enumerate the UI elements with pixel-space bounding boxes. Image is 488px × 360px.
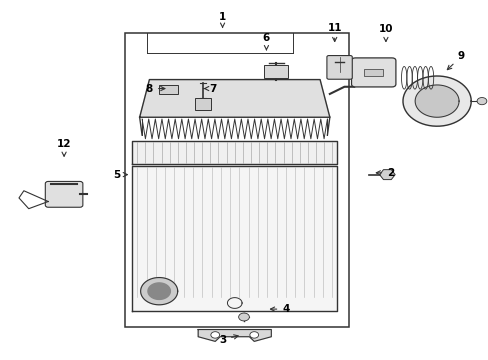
Text: 12: 12	[57, 139, 71, 156]
Text: 4: 4	[270, 304, 289, 314]
Polygon shape	[141, 278, 177, 305]
Text: 9: 9	[447, 51, 464, 69]
FancyBboxPatch shape	[45, 181, 82, 207]
Text: 6: 6	[262, 33, 269, 50]
Polygon shape	[402, 76, 470, 126]
Text: 5: 5	[113, 170, 127, 180]
Text: 1: 1	[219, 12, 226, 28]
Bar	[159, 85, 177, 94]
Polygon shape	[132, 166, 336, 311]
Text: 3: 3	[219, 334, 238, 345]
Bar	[125, 33, 348, 327]
FancyBboxPatch shape	[326, 55, 351, 79]
Text: 11: 11	[327, 23, 341, 41]
Text: 2: 2	[375, 168, 394, 178]
Polygon shape	[148, 283, 170, 300]
Bar	[194, 98, 211, 110]
Circle shape	[476, 98, 486, 105]
Circle shape	[249, 332, 258, 338]
Text: 8: 8	[145, 84, 164, 94]
Text: 7: 7	[203, 84, 216, 94]
FancyBboxPatch shape	[351, 58, 395, 87]
Polygon shape	[198, 329, 271, 341]
Circle shape	[210, 332, 219, 338]
Polygon shape	[140, 80, 329, 117]
Polygon shape	[414, 85, 458, 117]
Polygon shape	[132, 140, 336, 164]
Bar	[363, 69, 383, 76]
Bar	[264, 65, 288, 78]
Circle shape	[238, 313, 249, 321]
Text: 10: 10	[378, 24, 392, 41]
